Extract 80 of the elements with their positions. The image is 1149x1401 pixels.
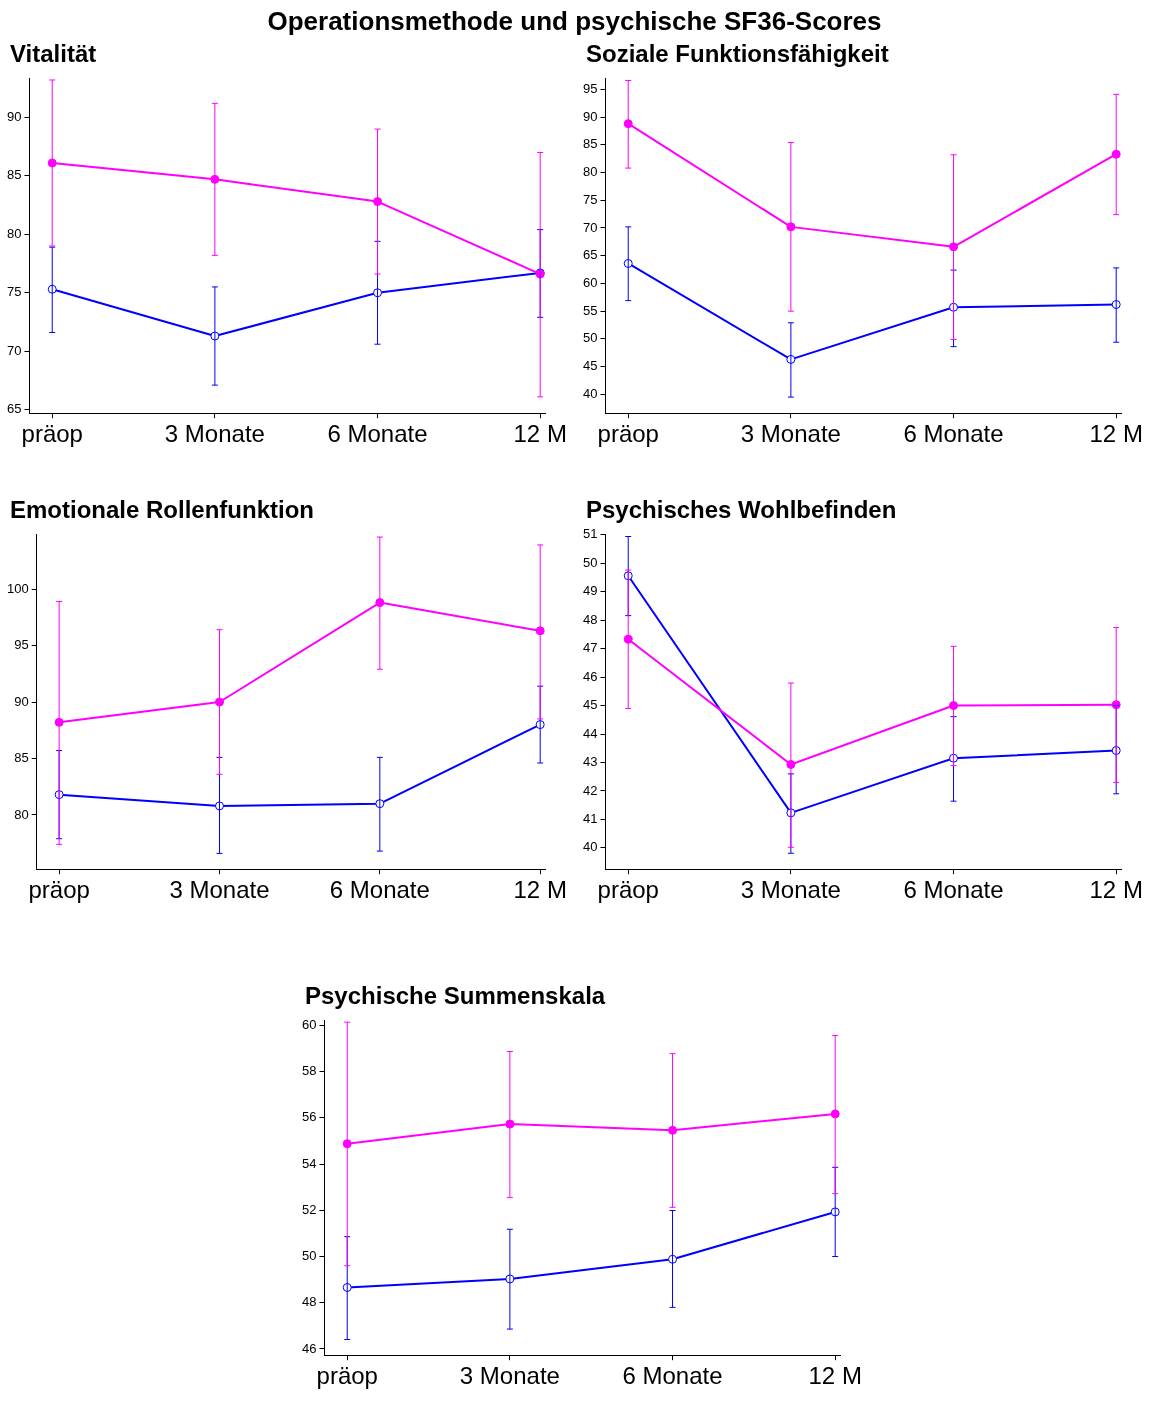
y-tick-label: 90 [6, 108, 22, 124]
y-tick-label: 42 [582, 782, 598, 798]
x-tick-label: 3 Monate [740, 876, 841, 904]
point [342, 1139, 352, 1149]
y-tick-label: 48 [582, 611, 598, 627]
y-tick-label: 54 [301, 1155, 317, 1171]
x-tick-label: 3 Monate [740, 420, 841, 448]
y-tick-label: 85 [6, 167, 22, 183]
x-tick-label: 12 M [513, 420, 567, 448]
y-tick-label: 80 [14, 806, 29, 822]
y-tick-label: 40 [582, 385, 598, 401]
x-tick-label: 12 M [808, 1362, 862, 1390]
y-tick-label: 95 [14, 637, 29, 653]
y-tick-label: 55 [582, 302, 598, 318]
x-tick-label: 12 M [1089, 876, 1143, 904]
y-tick-label: 85 [14, 750, 29, 766]
y-tick-label: 50 [301, 1248, 317, 1264]
y-tick-label: 49 [582, 583, 598, 599]
y-tick-label: 90 [14, 693, 29, 709]
y-tick-label: 60 [582, 275, 598, 291]
point [623, 634, 633, 644]
x-tick-label: 12 M [513, 876, 567, 904]
x-tick-label: präop [21, 420, 83, 448]
y-tick-label: 65 [6, 401, 22, 417]
y-tick-label: 51 [582, 526, 598, 542]
x-tick-label: 3 Monate [459, 1362, 560, 1390]
y-tick-label: 41 [582, 810, 598, 826]
y-tick-label: 75 [6, 284, 22, 300]
chart-title: Soziale Funktionsfähigkeit [586, 40, 889, 68]
y-tick-label: 46 [582, 668, 598, 684]
x-tick-label: 6 Monate [329, 876, 430, 904]
point [623, 119, 633, 129]
x-tick-label: 6 Monate [327, 420, 428, 448]
y-tick-label: 50 [582, 554, 598, 570]
y-tick-label: 80 [582, 164, 598, 180]
x-tick-label: 6 Monate [903, 876, 1004, 904]
y-tick-label: 43 [582, 754, 598, 770]
x-tick-label: präop [597, 420, 659, 448]
y-tick-label: 70 [582, 219, 598, 235]
chart-title: Emotionale Rollenfunktion [10, 496, 314, 524]
y-tick-label: 45 [582, 358, 598, 374]
y-tick-label: 47 [582, 640, 598, 656]
y-tick-label: 44 [582, 725, 598, 741]
y-tick-label: 80 [6, 225, 22, 241]
y-tick-label: 48 [301, 1294, 317, 1310]
x-tick-label: 3 Monate [164, 420, 265, 448]
y-tick-label: 75 [582, 191, 598, 207]
point [373, 197, 383, 207]
y-tick-label: 45 [582, 697, 598, 713]
point [375, 598, 385, 608]
y-tick-label: 40 [582, 839, 598, 855]
y-tick-label: 46 [301, 1340, 317, 1356]
y-tick-label: 100 [6, 580, 29, 596]
text: Operationsmethode und psychische SF36-Scores [266, 6, 883, 37]
x-tick-label: 12 M [1089, 420, 1143, 448]
point [949, 701, 959, 711]
point [668, 1125, 678, 1135]
y-tick-label: 56 [301, 1109, 317, 1125]
y-tick-label: 50 [582, 330, 598, 346]
y-tick-label: 70 [6, 342, 22, 358]
point [535, 626, 545, 636]
y-tick-label: 52 [301, 1201, 317, 1217]
y-tick-label: 95 [582, 80, 598, 96]
y-tick-label: 90 [582, 108, 598, 124]
y-tick-label: 60 [301, 1017, 317, 1032]
y-tick-label: 65 [582, 247, 598, 263]
x-tick-label: 6 Monate [622, 1362, 723, 1390]
x-tick-label: 3 Monate [169, 876, 270, 904]
y-tick-label: 58 [301, 1063, 317, 1079]
y-tick-label: 85 [582, 136, 598, 152]
point [47, 158, 57, 168]
chart-title: Psychische Summenskala [305, 982, 606, 1010]
x-tick-label: präop [316, 1362, 378, 1390]
x-tick-label: 6 Monate [903, 420, 1004, 448]
point [830, 1109, 840, 1119]
x-tick-label: präop [597, 876, 659, 904]
x-tick-label: präop [28, 876, 90, 904]
point [1111, 149, 1121, 159]
chart-title: Psychisches Wohlbefinden [586, 496, 897, 524]
chart-title: Vitalität [10, 40, 97, 68]
